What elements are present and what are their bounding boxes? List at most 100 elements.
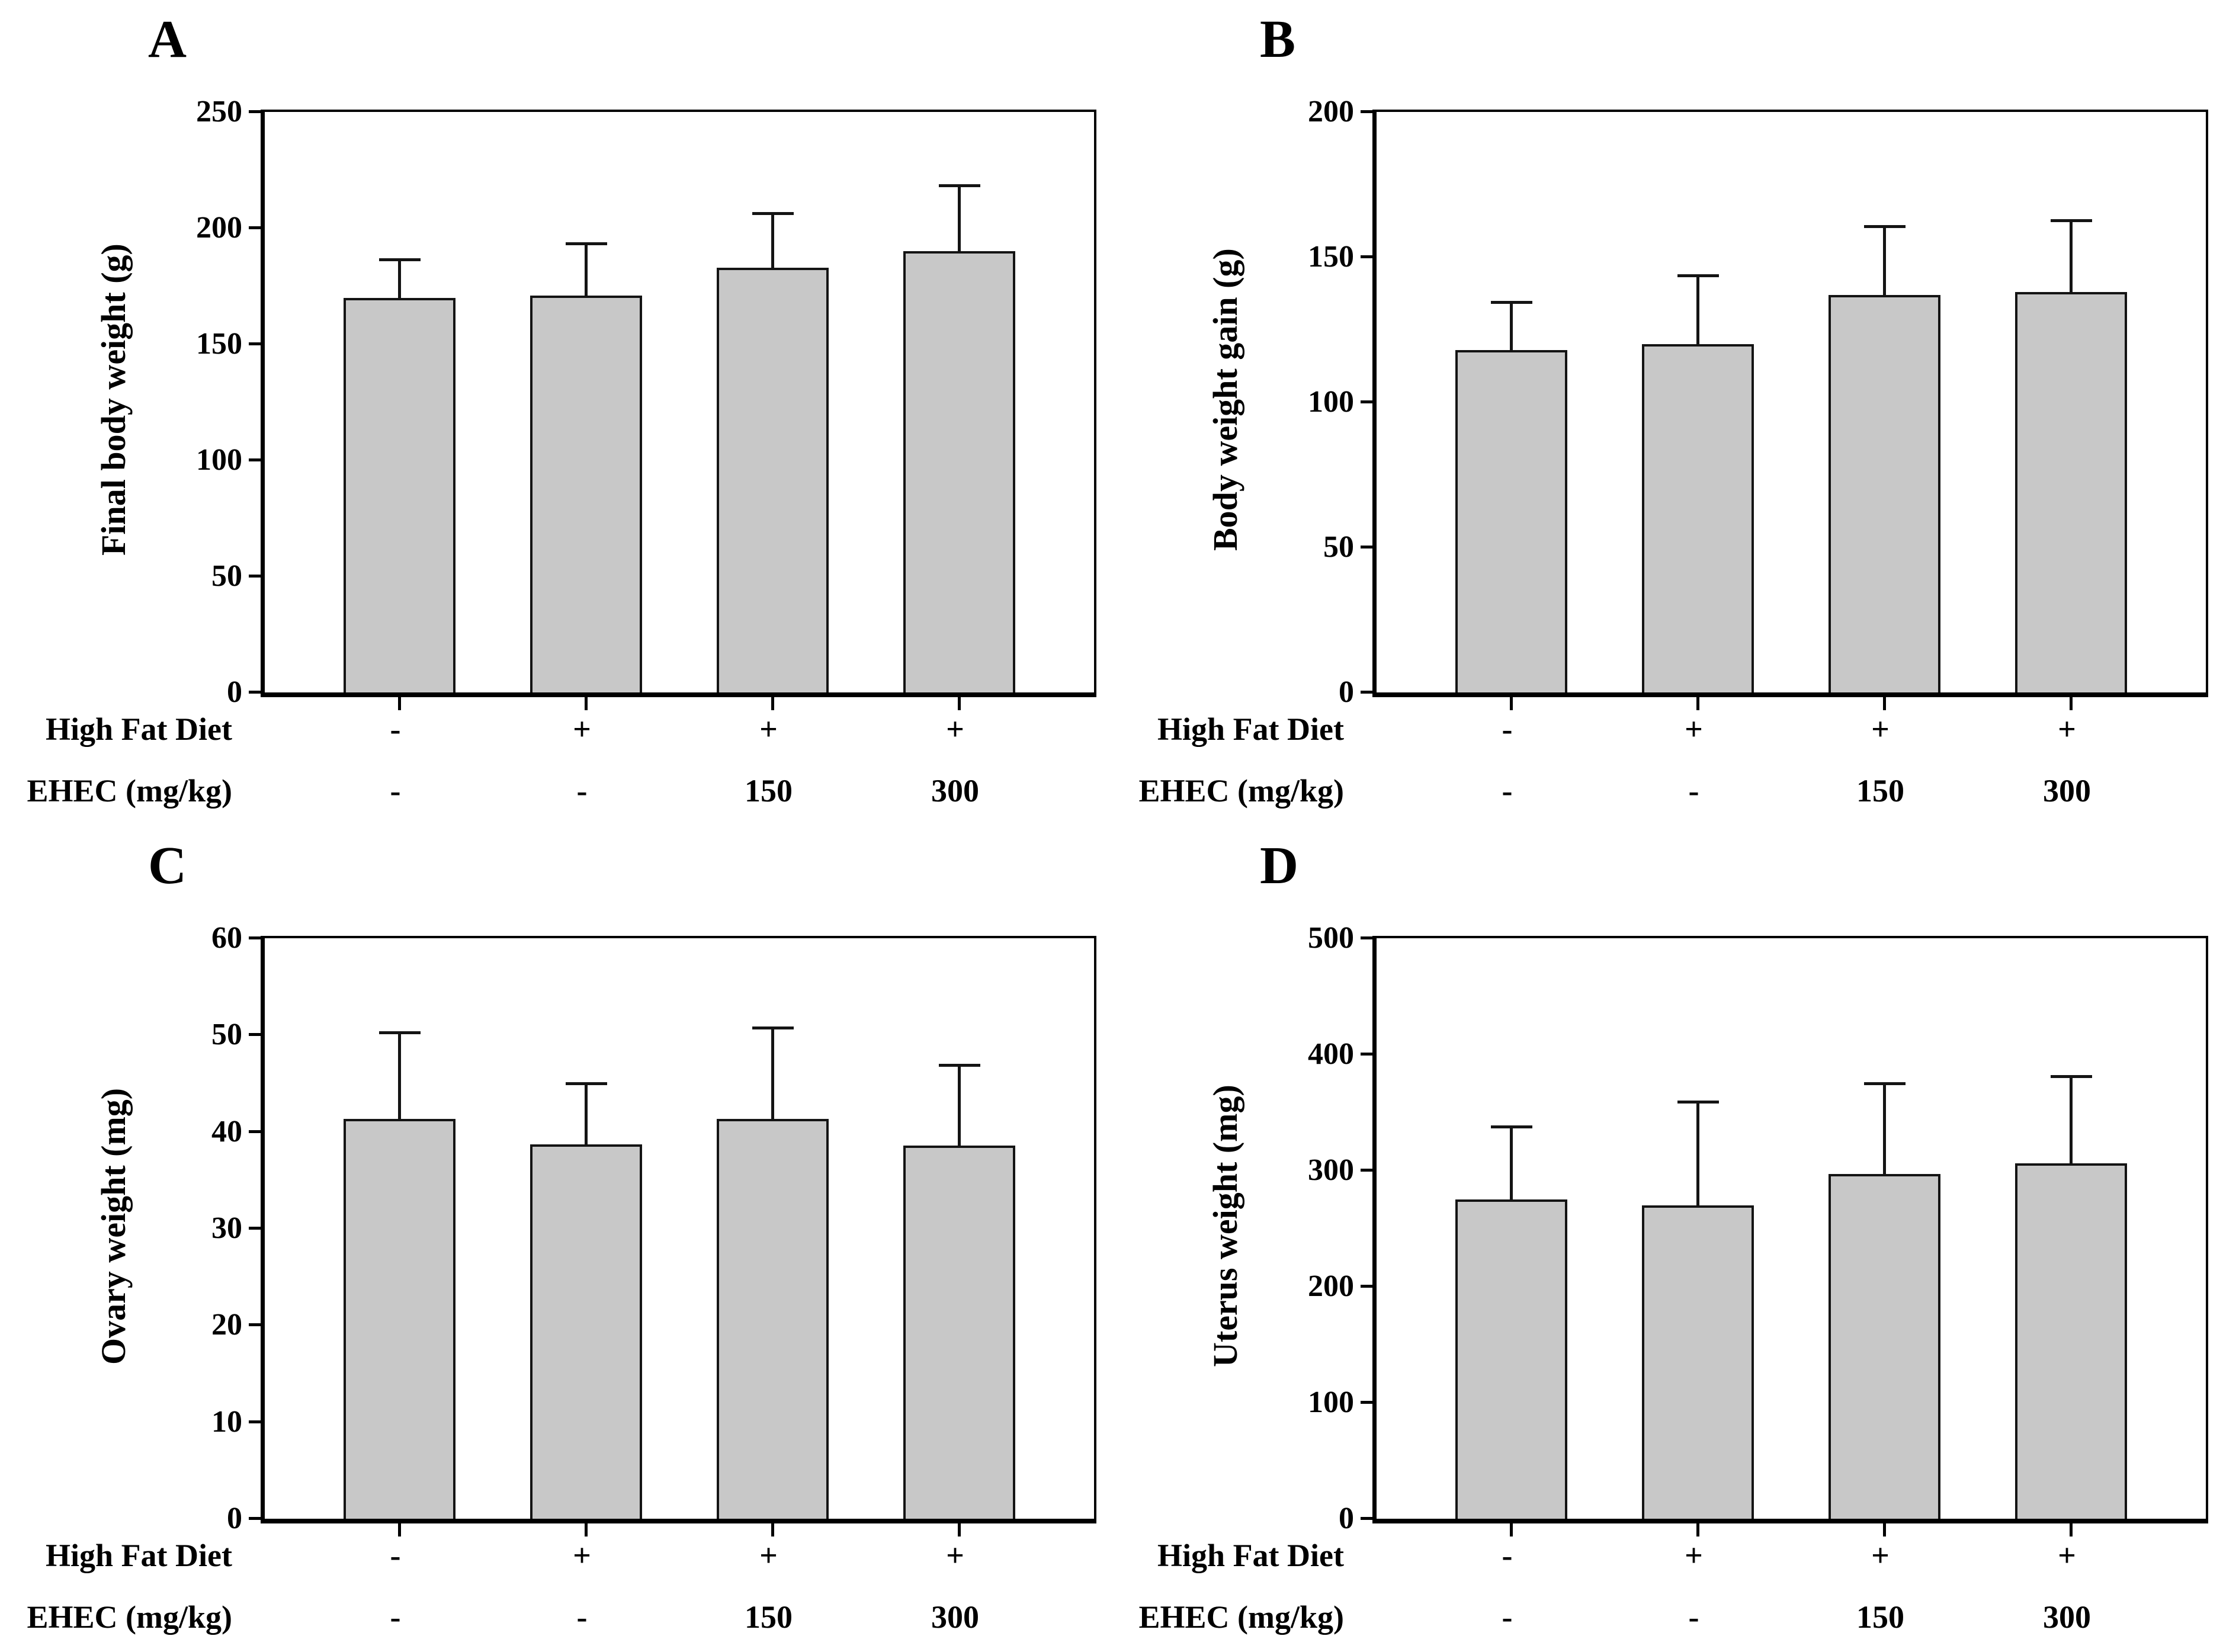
error-bar-line: [1696, 1101, 1699, 1205]
y-tick-label: 100: [196, 443, 242, 477]
x-category-value: 150: [745, 773, 793, 809]
bar: [1455, 349, 1567, 692]
x-category-value: 300: [2043, 1599, 2091, 1635]
panel-d: D Uterus weight (mg) 0 100 200 300 400 500 Hi…: [1112, 826, 2223, 1652]
bar: [1829, 294, 1940, 692]
x-row-label: EHEC (mg/kg): [1138, 773, 1344, 809]
x-category-value: +: [946, 1538, 964, 1573]
x-category-value: 150: [1856, 773, 1904, 809]
y-tick-label: 0: [227, 675, 242, 709]
y-tick-label: 60: [211, 921, 242, 955]
x-row-cells: - - 150 300: [1372, 770, 2202, 811]
x-tick-mark: [585, 697, 588, 710]
x-category-row: High Fat Diet - + + +: [46, 708, 1090, 750]
x-row-label: High Fat Diet: [46, 711, 232, 747]
x-category-row: High Fat Diet - + + +: [1157, 1535, 2202, 1576]
x-row-label: EHEC (mg/kg): [1138, 1599, 1344, 1635]
plot-area: 0 50 100 150 200: [1308, 97, 2208, 710]
error-bar-line: [958, 1064, 961, 1146]
x-tick-mark: [1696, 697, 1699, 710]
error-bar-cap: [565, 242, 607, 245]
x-tick-mark: [1509, 1523, 1513, 1536]
x-row-label: EHEC (mg/kg): [27, 1599, 232, 1635]
y-tick-label: 200: [1308, 95, 1354, 129]
x-category-value: -: [1502, 1599, 1513, 1635]
y-tick-mark: [1361, 1401, 1372, 1404]
y-tick-mark: [1361, 110, 1372, 113]
y-tick-mark: [1361, 1517, 1372, 1520]
y-tick-label: 10: [211, 1404, 242, 1439]
y-tick-mark: [1361, 546, 1372, 548]
x-category-value: +: [946, 711, 964, 747]
error-bar-cap: [2050, 1075, 2092, 1079]
y-tick-label: 0: [1339, 1502, 1354, 1535]
x-category-value: +: [759, 1538, 778, 1573]
y-tick-mark: [249, 110, 261, 113]
x-category-value: +: [1871, 1538, 1890, 1573]
panel-letter: B: [1260, 10, 1296, 69]
x-category-value: 300: [2043, 773, 2091, 809]
y-tick-mark: [1361, 936, 1372, 939]
x-category-value: -: [1688, 773, 1699, 809]
bar: [903, 1145, 1015, 1519]
x-category-value: +: [1685, 711, 1703, 747]
x-category-value: +: [2058, 1538, 2076, 1573]
error-bar-line: [1883, 225, 1886, 295]
error-bar-cap: [1677, 1101, 1719, 1104]
y-tick-label: 50: [1323, 530, 1354, 564]
error-bar-cap: [752, 1026, 794, 1029]
x-category-value: -: [1502, 1538, 1513, 1573]
y-tick-mark: [249, 1517, 261, 1520]
x-category-value: -: [576, 1599, 588, 1635]
error-bar-line: [1696, 274, 1699, 344]
x-tick-mark: [397, 1523, 401, 1536]
x-category-value: -: [576, 773, 588, 809]
plot-area: 0 50 100 150 200 250: [196, 97, 1096, 710]
bar: [2015, 291, 2127, 692]
x-category-value: +: [573, 1538, 591, 1573]
x-tick-mark: [585, 1523, 588, 1536]
error-bar-cap: [1490, 1125, 1532, 1128]
error-bar-cap: [938, 1064, 980, 1067]
x-row-cells: - - 150 300: [261, 1596, 1090, 1638]
error-bar-line: [1509, 1125, 1513, 1199]
y-tick-label: 200: [1308, 1269, 1354, 1303]
error-bar-line: [2070, 1075, 2073, 1164]
x-row-cells: - - 150 300: [261, 770, 1090, 811]
y-tick-label: 500: [1308, 921, 1354, 955]
y-axis-label: Body weight gain (g): [1206, 248, 1244, 551]
error-bar-cap: [378, 258, 421, 261]
x-category-value: -: [390, 1538, 401, 1573]
x-tick-mark: [1883, 697, 1886, 710]
panel-c: C Ovary weight (mg) 0 10 20 30 40 50 60 High F…: [0, 826, 1111, 1652]
x-row-label: High Fat Diet: [46, 1538, 232, 1573]
panel-a: A Final body weight (g) 0 50 100 150 200 250 …: [0, 0, 1111, 826]
error-bar-cap: [1490, 300, 1532, 304]
error-bar-cap: [1863, 1082, 1906, 1086]
panel-letter: A: [148, 10, 187, 69]
y-tick-label: 30: [211, 1211, 242, 1245]
x-tick-mark: [958, 697, 961, 710]
y-tick-mark: [1361, 400, 1372, 403]
x-row-label: High Fat Diet: [1157, 1538, 1344, 1573]
y-tick-mark: [1361, 1285, 1372, 1288]
error-bar-line: [771, 211, 774, 268]
error-bar-line: [397, 1031, 401, 1119]
bar: [530, 1144, 642, 1519]
error-bar-line: [585, 242, 588, 296]
y-tick-mark: [249, 575, 261, 578]
x-row-cells: - + + +: [1372, 1535, 2202, 1576]
bar: [903, 251, 1015, 692]
panel-letter: D: [1260, 836, 1298, 895]
y-tick-mark: [249, 342, 261, 345]
y-tick-label: 150: [196, 327, 242, 361]
x-tick-mark: [397, 697, 401, 710]
x-category-value: 300: [931, 773, 979, 809]
y-tick-mark: [249, 691, 261, 694]
y-tick-label: 250: [196, 95, 242, 129]
x-tick-mark: [771, 697, 774, 710]
x-row-label: EHEC (mg/kg): [27, 773, 232, 809]
bar: [717, 267, 829, 692]
y-tick-mark: [249, 936, 261, 939]
